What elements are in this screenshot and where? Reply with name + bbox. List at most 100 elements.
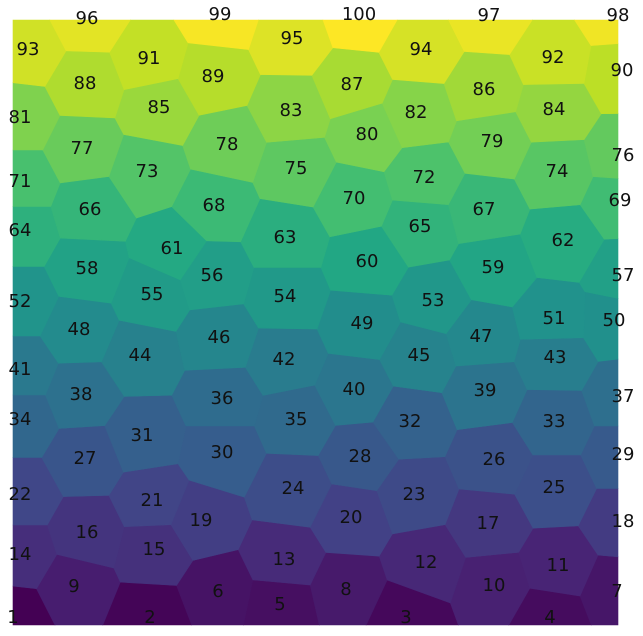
point-label: 37 xyxy=(612,386,635,407)
point-label: 93 xyxy=(17,39,40,60)
point-label: 42 xyxy=(273,349,296,370)
point-label: 99 xyxy=(209,4,232,25)
point-label: 1 xyxy=(7,607,18,628)
point-label: 34 xyxy=(9,409,32,430)
cell xyxy=(49,19,131,53)
point-label: 82 xyxy=(405,102,428,123)
cell xyxy=(573,19,619,46)
point-label: 73 xyxy=(136,161,159,182)
point-label: 47 xyxy=(470,326,493,347)
point-label: 88 xyxy=(74,73,97,94)
point-label: 65 xyxy=(409,216,432,237)
point-label: 98 xyxy=(607,5,630,26)
point-label: 81 xyxy=(9,107,32,128)
point-label: 22 xyxy=(9,484,32,505)
point-label: 32 xyxy=(399,411,422,432)
point-label: 40 xyxy=(343,379,366,400)
point-label: 16 xyxy=(76,522,99,543)
point-label: 86 xyxy=(473,79,496,100)
point-label: 92 xyxy=(542,47,565,68)
point-label: 62 xyxy=(552,230,575,251)
point-label: 96 xyxy=(76,8,99,29)
point-label: 24 xyxy=(282,478,305,499)
point-label: 14 xyxy=(9,544,32,565)
point-label: 13 xyxy=(273,549,296,570)
point-label: 95 xyxy=(281,28,304,49)
point-label: 67 xyxy=(473,199,496,220)
point-label: 72 xyxy=(413,167,436,188)
point-label: 30 xyxy=(211,442,234,463)
point-label: 9 xyxy=(68,576,79,597)
point-label: 80 xyxy=(356,124,379,145)
point-label: 100 xyxy=(342,4,376,25)
point-label: 2 xyxy=(144,607,155,628)
point-label: 54 xyxy=(274,286,297,307)
cell xyxy=(448,19,533,55)
point-label: 57 xyxy=(612,265,635,286)
point-label: 46 xyxy=(208,327,231,348)
point-label: 94 xyxy=(410,39,433,60)
point-label: 68 xyxy=(203,195,226,216)
cell xyxy=(173,19,259,50)
point-label: 75 xyxy=(285,158,308,179)
point-label: 55 xyxy=(141,284,164,305)
point-label: 23 xyxy=(403,484,426,505)
point-label: 11 xyxy=(547,555,570,576)
point-label: 89 xyxy=(202,66,225,87)
point-label: 84 xyxy=(543,99,566,120)
point-label: 71 xyxy=(9,171,32,192)
point-label: 15 xyxy=(143,539,166,560)
point-label: 21 xyxy=(141,490,164,511)
point-label: 91 xyxy=(138,48,161,69)
point-label: 97 xyxy=(478,5,501,26)
point-label: 66 xyxy=(79,199,102,220)
point-label: 33 xyxy=(543,411,566,432)
cell xyxy=(12,19,67,87)
point-label: 6 xyxy=(212,581,223,602)
point-label: 51 xyxy=(543,308,566,329)
point-label: 36 xyxy=(211,388,234,409)
point-label: 52 xyxy=(9,291,32,312)
point-label: 79 xyxy=(481,131,504,152)
point-label: 39 xyxy=(474,380,497,401)
point-label: 44 xyxy=(129,345,152,366)
point-label: 25 xyxy=(543,477,566,498)
point-label: 18 xyxy=(612,511,635,532)
point-label: 12 xyxy=(415,552,438,573)
point-label: 53 xyxy=(422,290,445,311)
point-label: 87 xyxy=(341,74,364,95)
point-label: 58 xyxy=(76,258,99,279)
point-label: 64 xyxy=(9,220,32,241)
point-label: 85 xyxy=(148,97,171,118)
point-label: 5 xyxy=(274,594,285,615)
point-label: 48 xyxy=(68,319,91,340)
point-label: 31 xyxy=(131,425,154,446)
point-label: 35 xyxy=(285,409,308,430)
point-label: 50 xyxy=(603,310,626,331)
point-label: 20 xyxy=(340,507,363,528)
point-label: 10 xyxy=(483,575,506,596)
point-label: 29 xyxy=(612,444,635,465)
point-label: 38 xyxy=(70,384,93,405)
point-label: 60 xyxy=(356,251,379,272)
point-label: 41 xyxy=(9,359,32,380)
point-label: 17 xyxy=(477,513,500,534)
point-label: 63 xyxy=(274,227,297,248)
point-label: 74 xyxy=(546,161,569,182)
point-label: 77 xyxy=(71,138,94,159)
point-label: 3 xyxy=(400,607,411,628)
point-label: 4 xyxy=(544,607,555,628)
point-label: 26 xyxy=(483,449,506,470)
point-label: 61 xyxy=(161,238,184,259)
point-label: 7 xyxy=(611,581,622,602)
point-label: 70 xyxy=(343,188,366,209)
point-label: 49 xyxy=(351,313,374,334)
point-label: 19 xyxy=(190,510,213,531)
cell xyxy=(322,19,398,53)
point-label: 43 xyxy=(544,347,567,368)
point-label: 78 xyxy=(216,134,239,155)
point-label: 45 xyxy=(408,345,431,366)
point-label: 8 xyxy=(340,579,351,600)
point-label: 90 xyxy=(611,60,634,81)
